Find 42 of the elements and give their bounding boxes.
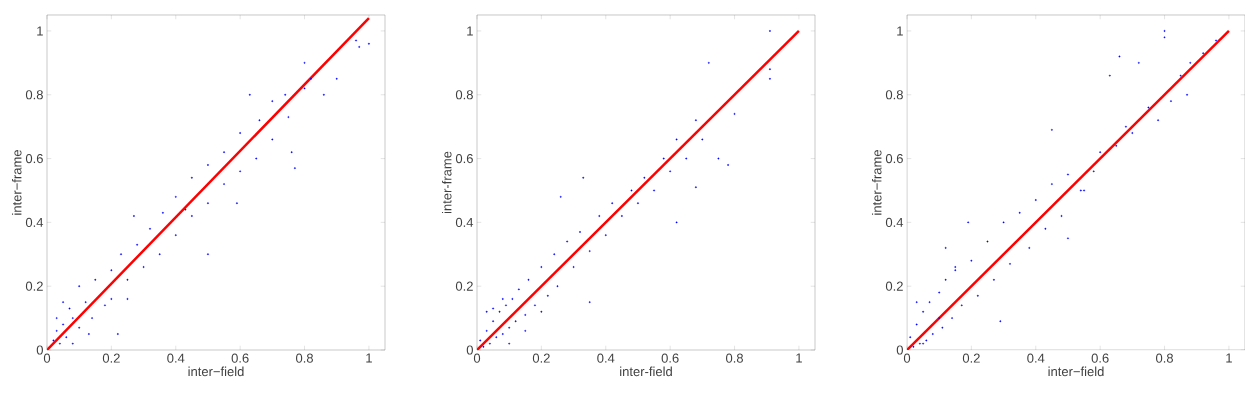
y-tick-label: 1 [897,26,903,36]
x-tick-label: 0.8 [1156,353,1174,363]
x-tick-label: 0.6 [231,353,249,363]
y-tick-label: 0.6 [25,153,43,164]
x-axis-title: inter-field [620,366,672,377]
y-tick-label: 0.2 [25,281,43,291]
x-tick-label: 0.2 [962,353,980,363]
x-tick-label: 0.8 [295,353,313,363]
y-tick-label: 0.8 [455,90,473,100]
y-tick-label: 0.4 [25,217,44,227]
y-tick-label: 1 [467,26,473,36]
y-tick-label: 0.4 [455,217,474,227]
x-tick-label: 0 [903,353,911,363]
y-axis-title: inter-frame [441,151,452,214]
y-tick-label: 1 [37,26,43,36]
x-tick-label: 0.6 [661,353,679,363]
x-tick-label: 1 [366,353,372,363]
x-tick-label: 0.2 [532,353,550,363]
x-tick-label: 1 [1226,353,1232,363]
x-tick-label: 0.4 [167,353,185,363]
y-axis-title: inter−frame [11,150,22,215]
y-tick-label: 0.6 [455,153,473,164]
x-tick-label: 0.8 [726,353,743,363]
x-tick-label: 0 [43,353,51,363]
y-tick-label: 0.4 [885,217,904,227]
y-tick-label: 0.2 [885,281,903,291]
y-tick-label: 0.6 [885,153,903,164]
x-tick-label: 0.4 [597,353,615,363]
x-tick-label: 0.6 [1091,353,1109,363]
x-tick-label: 1 [796,353,802,363]
y-tick-label: 0.2 [455,281,473,291]
y-tick-label: 0 [896,345,903,355]
y-axis-title: inter−frame [871,150,882,215]
y-tick-label: 0 [36,345,43,355]
y-tick-label: 0.8 [885,90,903,100]
x-tick-label: 0.2 [102,353,120,363]
x-tick-label: 0.4 [1027,353,1045,363]
x-tick-label: 0 [473,353,481,363]
x-axis-title: inter−field [188,366,244,377]
y-tick-label: 0 [466,345,473,355]
y-tick-label: 0.8 [25,90,43,100]
x-axis-title: inter−field [1048,366,1104,377]
